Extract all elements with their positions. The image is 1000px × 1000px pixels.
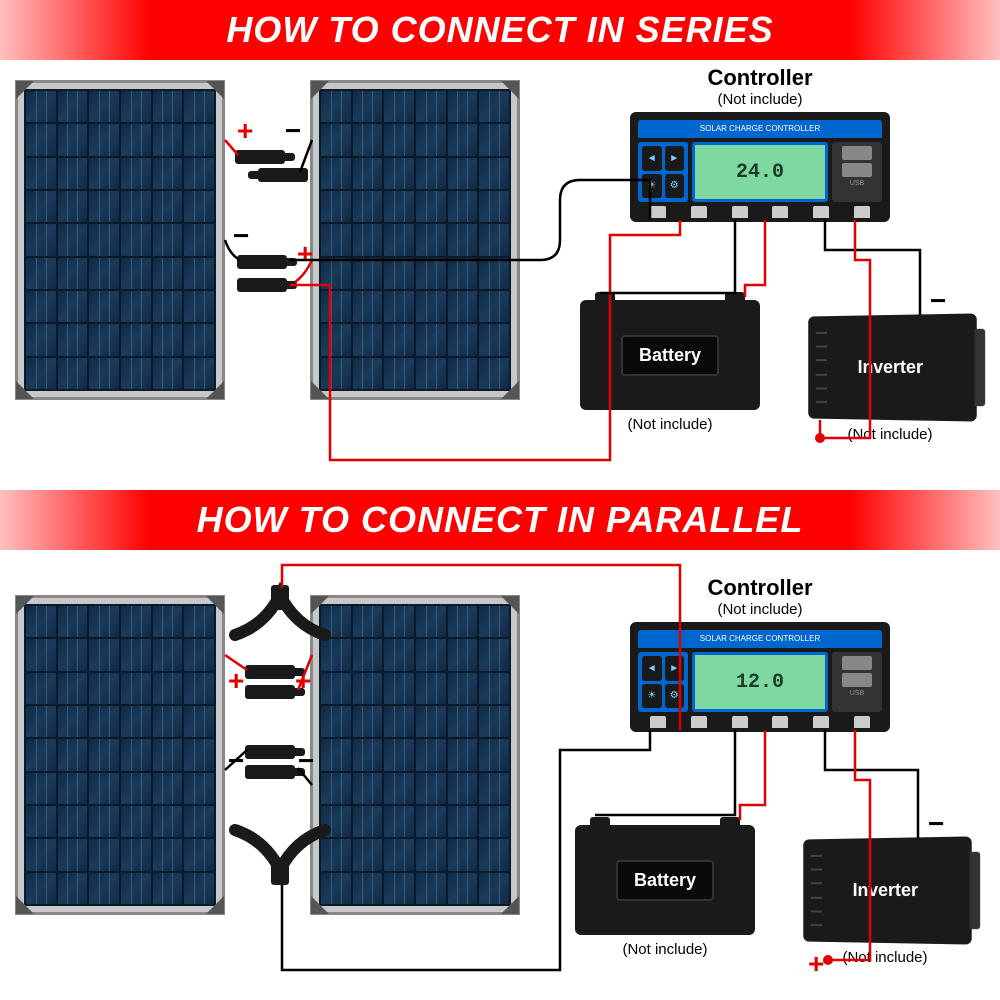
polarity-plus: +	[228, 665, 244, 697]
solar-panel-1	[15, 80, 225, 400]
controller-lcd: 12.0	[692, 652, 828, 712]
polarity-minus: −	[233, 220, 249, 252]
battery-device: Battery	[580, 300, 760, 410]
controller-usb: USB	[832, 142, 882, 202]
inverter-group: Inverter (Not include)	[805, 315, 975, 443]
mc4-connector	[235, 150, 285, 164]
not-include-label: (Not include)	[630, 91, 890, 108]
banner-parallel: HOW TO CONNECT IN PARALLEL	[0, 490, 1000, 550]
controller-lcd: 24.0	[692, 142, 828, 202]
solar-panel-1	[15, 595, 225, 915]
inverter-label: Inverter	[853, 880, 918, 901]
controller-device: SOLAR CHARGE CONTROLLER ◄► ☀⚙ 12.0 USB	[630, 622, 890, 732]
controller-title: Controller	[630, 65, 890, 91]
mc4-connector	[237, 278, 287, 292]
battery-label: Battery	[621, 335, 719, 376]
not-include-label: (Not include)	[580, 416, 760, 433]
polarity-minus: −	[928, 808, 944, 840]
controller-usb: USB	[832, 652, 882, 712]
mc4-connector	[245, 685, 295, 699]
battery-group: Battery (Not include)	[575, 825, 755, 958]
mc4-connector	[237, 255, 287, 269]
section-series: + − − + Controller (Not include) SOLAR C…	[0, 60, 1000, 490]
not-include-label: (Not include)	[575, 941, 755, 958]
battery-device: Battery	[575, 825, 755, 935]
battery-group: Battery (Not include)	[580, 300, 760, 433]
controller-device: SOLAR CHARGE CONTROLLER ◄► ☀⚙ 24.0 USB	[630, 112, 890, 222]
not-include-label: (Not include)	[630, 601, 890, 618]
inverter-device: Inverter	[803, 836, 971, 944]
inverter-device: Inverter	[808, 313, 976, 421]
mc4-connector	[245, 765, 295, 779]
not-include-label: (Not include)	[800, 949, 970, 966]
polarity-minus: −	[930, 285, 946, 317]
polarity-plus: +	[237, 115, 253, 147]
inverter-label: Inverter	[858, 357, 923, 378]
controller-group: Controller (Not include) SOLAR CHARGE CO…	[630, 65, 890, 222]
mc4-connector	[245, 745, 295, 759]
solar-panel-2	[310, 80, 520, 400]
battery-label: Battery	[616, 860, 714, 901]
controller-title: Controller	[630, 575, 890, 601]
not-include-label: (Not include)	[805, 426, 975, 443]
controller-header: SOLAR CHARGE CONTROLLER	[638, 120, 882, 138]
mc4-connector	[258, 168, 308, 182]
polarity-minus: −	[285, 115, 301, 147]
polarity-minus: −	[228, 745, 244, 777]
controller-header: SOLAR CHARGE CONTROLLER	[638, 630, 882, 648]
controller-group: Controller (Not include) SOLAR CHARGE CO…	[630, 575, 890, 732]
banner-series: HOW TO CONNECT IN SERIES	[0, 0, 1000, 60]
solar-panel-2	[310, 595, 520, 915]
controller-buttons: ◄► ☀⚙	[638, 652, 688, 712]
inverter-group: Inverter (Not include)	[800, 838, 970, 966]
mc4-connector	[245, 665, 295, 679]
section-parallel: + + − − Controller (Not include) SOLAR C…	[0, 550, 1000, 1000]
controller-buttons: ◄► ☀⚙	[638, 142, 688, 202]
polarity-plus: +	[297, 238, 313, 270]
